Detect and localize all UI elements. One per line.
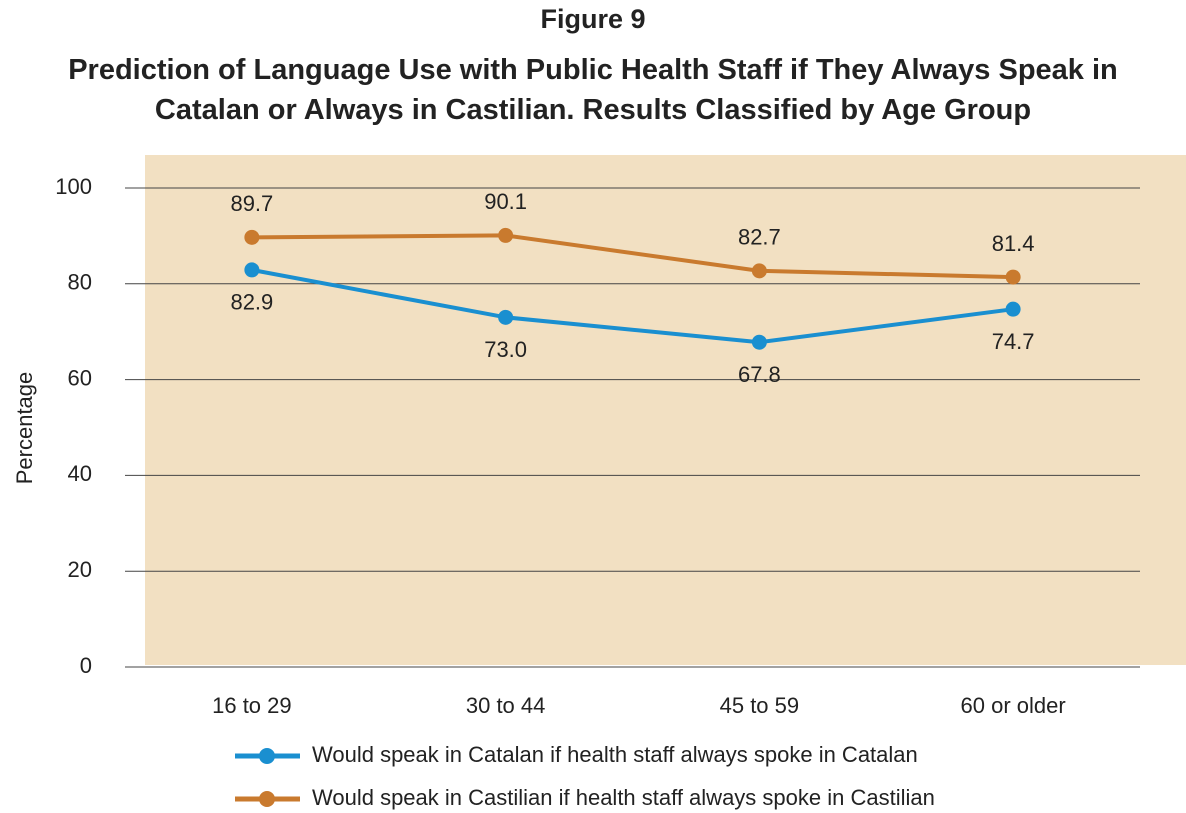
data-point [1005,269,1021,285]
data-label: 90.1 [484,189,527,214]
data-label: 73.0 [484,337,527,362]
x-tick-label: 16 to 29 [212,693,292,718]
data-label: 89.7 [230,191,273,216]
x-tick-label: 60 or older [961,693,1066,718]
chart-subtitle: Prediction of Language Use with Public H… [68,54,1118,126]
data-point [751,334,767,350]
data-point [244,262,260,278]
x-tick-label: 30 to 44 [466,693,546,718]
data-point [244,229,260,245]
y-tick-label: 0 [80,653,92,678]
data-label: 67.8 [738,362,781,387]
data-label: 82.9 [230,290,273,315]
data-label: 81.4 [992,231,1035,256]
y-tick-label: 60 [68,365,92,390]
data-point [498,227,514,243]
legend-label: Would speak in Catalan if health staff a… [312,742,918,767]
data-label: 74.7 [992,329,1035,354]
y-tick-label: 20 [68,557,92,582]
legend-marker [259,748,275,764]
chart-title: Figure 9 [540,4,646,34]
series-line [251,233,1014,280]
data-point [1005,301,1021,317]
x-tick-label: 45 to 59 [720,693,800,718]
legend-marker [259,791,275,807]
y-tick-label: 40 [68,461,92,486]
y-tick-label: 80 [68,270,92,295]
data-label: 82.7 [738,225,781,250]
legend-label: Would speak in Castilian if health staff… [312,785,935,810]
data-point [751,263,767,279]
y-tick-label: 100 [55,174,92,199]
data-point [498,309,514,325]
y-axis-label: Percentage [12,372,37,485]
series-line [251,267,1014,345]
plot-background [145,155,1186,665]
